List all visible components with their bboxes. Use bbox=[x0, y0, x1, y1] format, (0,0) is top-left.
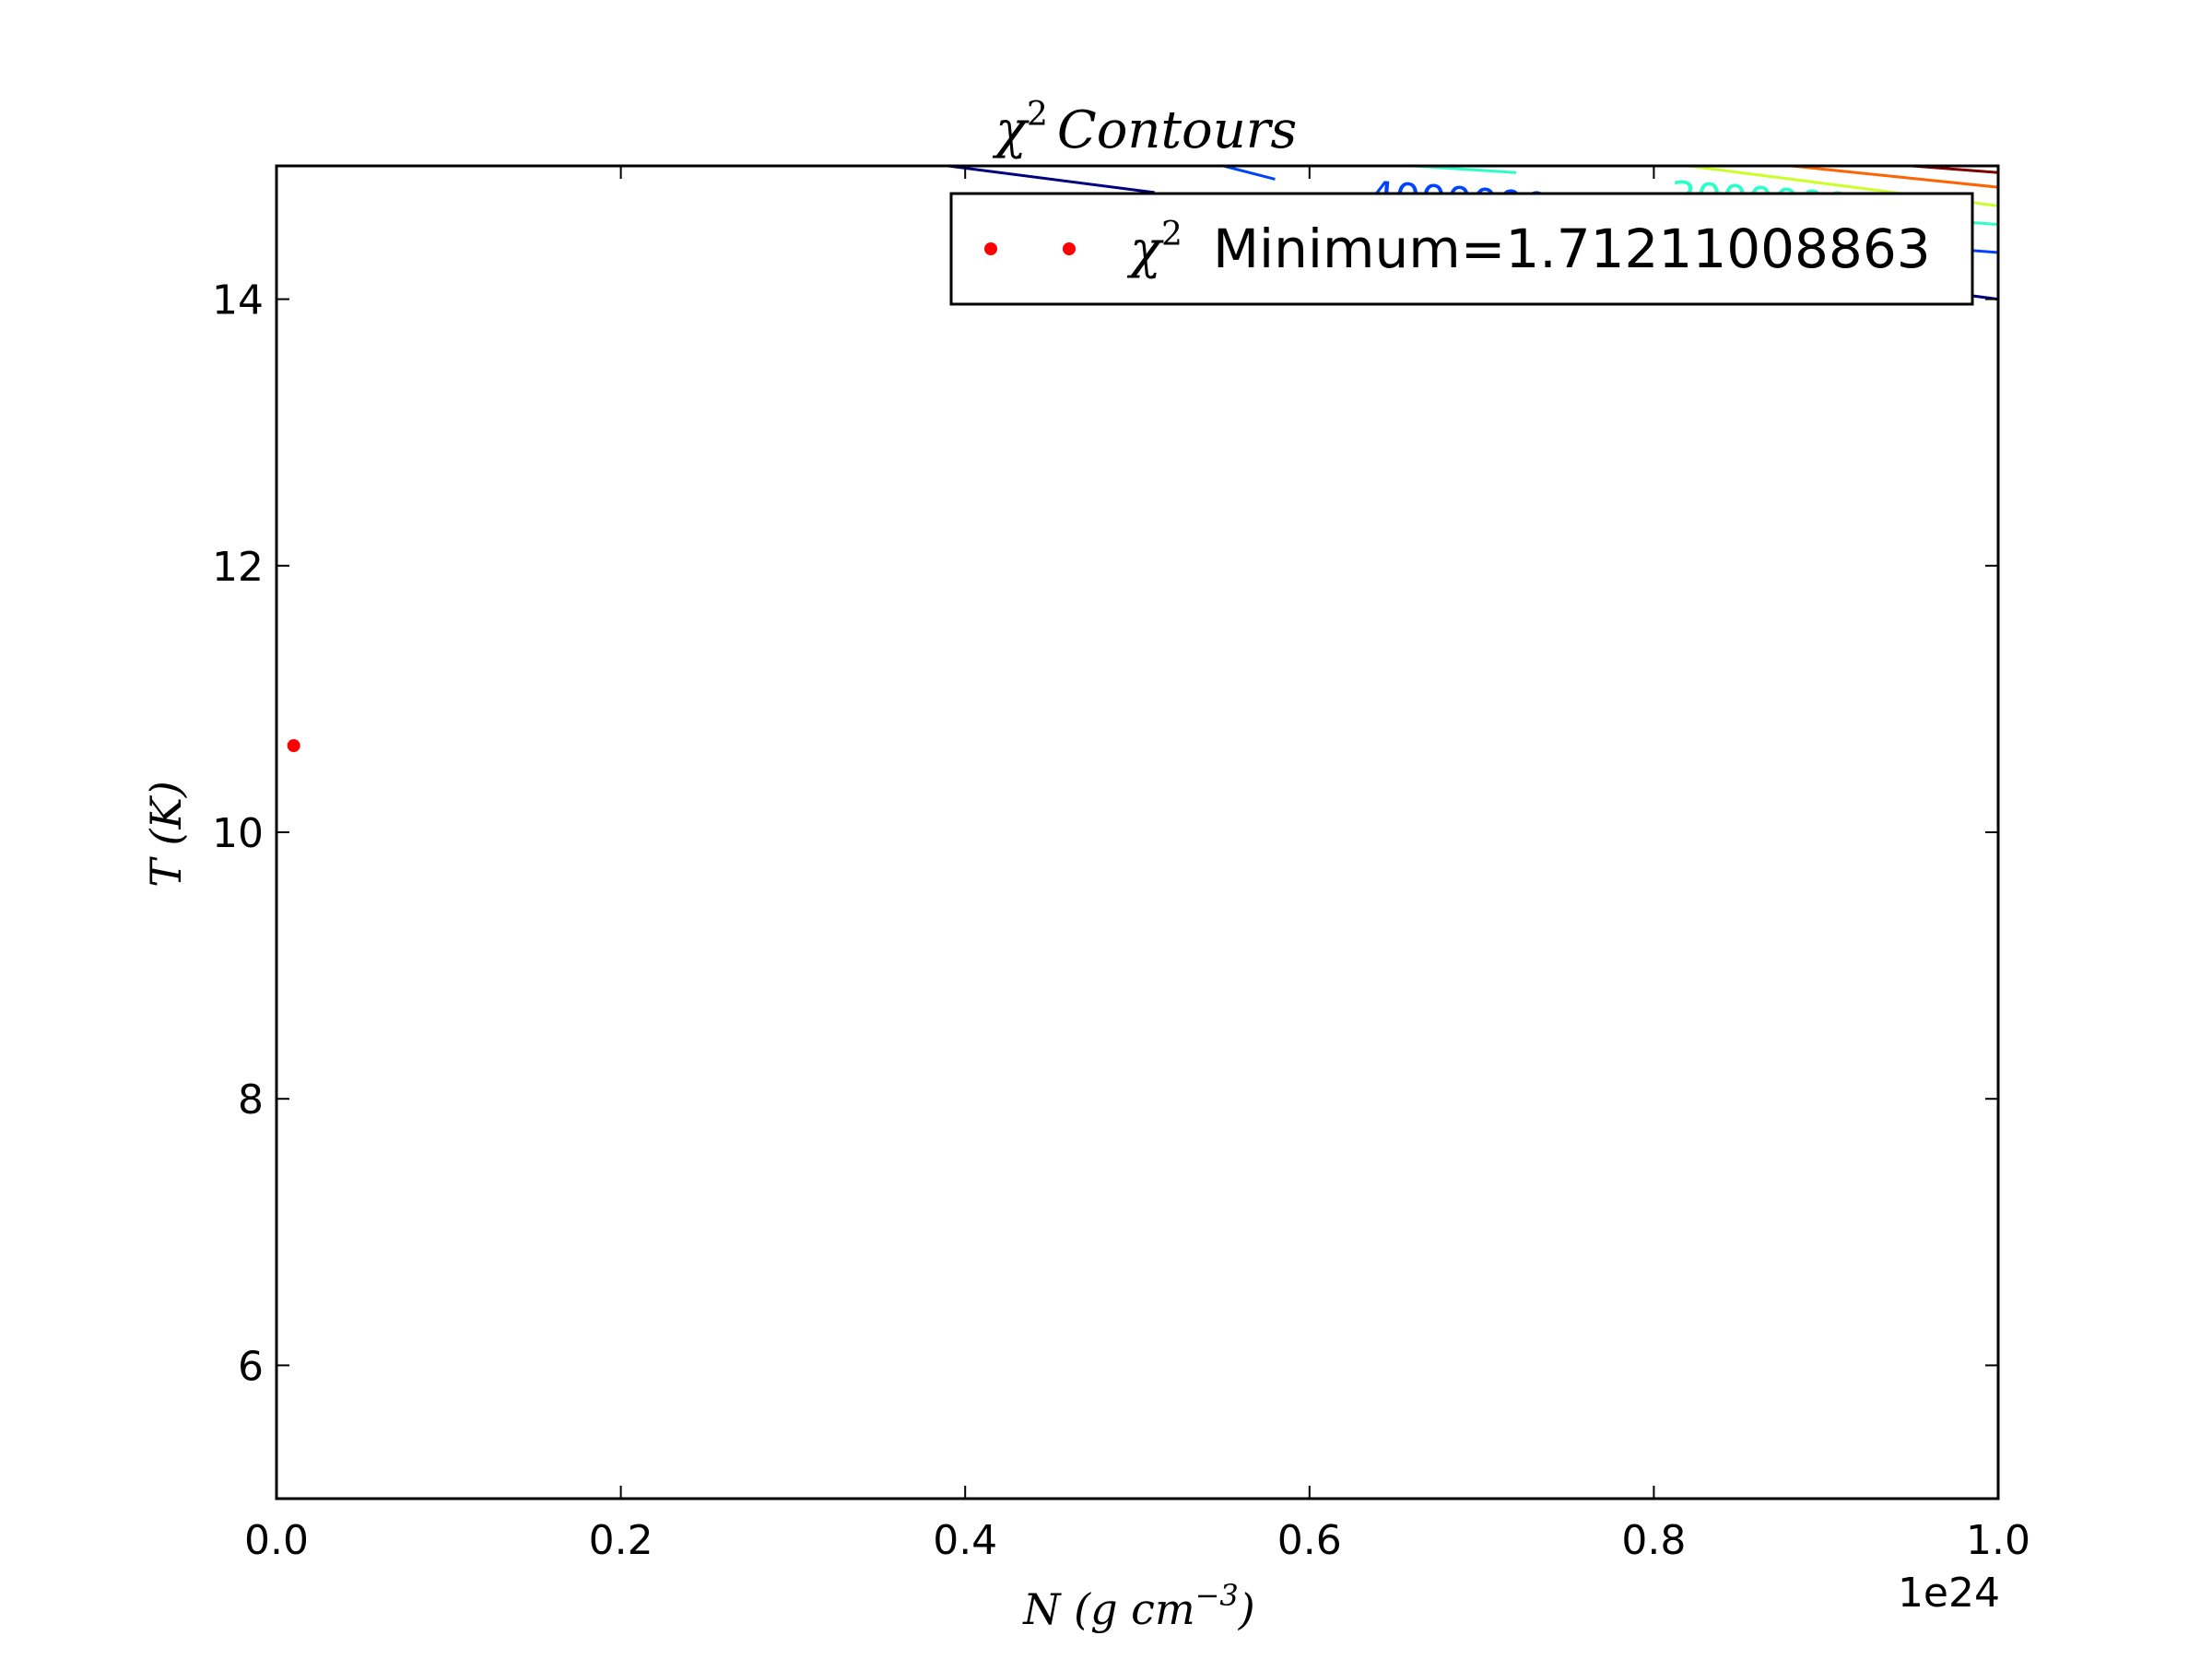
x-axis-label-end: ) bbox=[1238, 1584, 1255, 1634]
y-axis-label: T (K) bbox=[141, 781, 191, 888]
legend-label: Minimum=1.71211008863 bbox=[1213, 218, 1931, 280]
x-axis-label-main: N (g cm bbox=[1022, 1584, 1194, 1634]
chart-title-sup: 2 bbox=[1027, 96, 1048, 134]
minimum-point bbox=[287, 739, 300, 753]
legend-marker-left bbox=[984, 242, 997, 255]
x-tick-label-2: 0.4 bbox=[933, 1517, 997, 1564]
legend-symbol-sup: 2 bbox=[1161, 216, 1182, 253]
contour-line-7 bbox=[1791, 166, 1998, 189]
y-tick-label-2: 10 bbox=[212, 810, 264, 857]
axis-ticks: 0.0 0.2 0.4 0.6 0.8 1.0 6 8 10 12 14 bbox=[212, 166, 2030, 1564]
x-offset-label: 1e24 bbox=[1898, 1570, 2000, 1617]
chart-title-text: Contours bbox=[1057, 100, 1297, 160]
y-tick-label-4: 14 bbox=[212, 277, 264, 324]
legend: χ2 Minimum=1.71211008863 bbox=[949, 192, 1974, 306]
x-tick-label-3: 0.6 bbox=[1277, 1517, 1342, 1564]
x-axis-label-sup: −3 bbox=[1195, 1578, 1239, 1613]
chart-title-symbol: χ bbox=[992, 100, 1030, 160]
legend-symbol-chi: χ bbox=[1126, 220, 1164, 280]
contour-line-2 bbox=[1223, 166, 1276, 181]
x-axis-label: N (g cm−3) bbox=[1022, 1578, 1254, 1634]
x-tick-label-4: 0.8 bbox=[1621, 1517, 1686, 1564]
chart-title: χ2 Contours bbox=[992, 96, 1297, 160]
legend-marker-right bbox=[1063, 242, 1076, 255]
y-tick-label-3: 12 bbox=[212, 544, 264, 591]
x-tick-label-0: 0.0 bbox=[244, 1517, 309, 1564]
legend-symbol: χ2 bbox=[1126, 216, 1182, 280]
contour-line-0 bbox=[947, 166, 1155, 194]
y-tick-label-1: 8 bbox=[238, 1077, 264, 1124]
y-tick-label-0: 6 bbox=[238, 1343, 264, 1390]
x-tick-label-5: 1.0 bbox=[1966, 1517, 2030, 1564]
legend-box bbox=[949, 192, 1974, 306]
x-tick-label-1: 0.2 bbox=[589, 1517, 653, 1564]
